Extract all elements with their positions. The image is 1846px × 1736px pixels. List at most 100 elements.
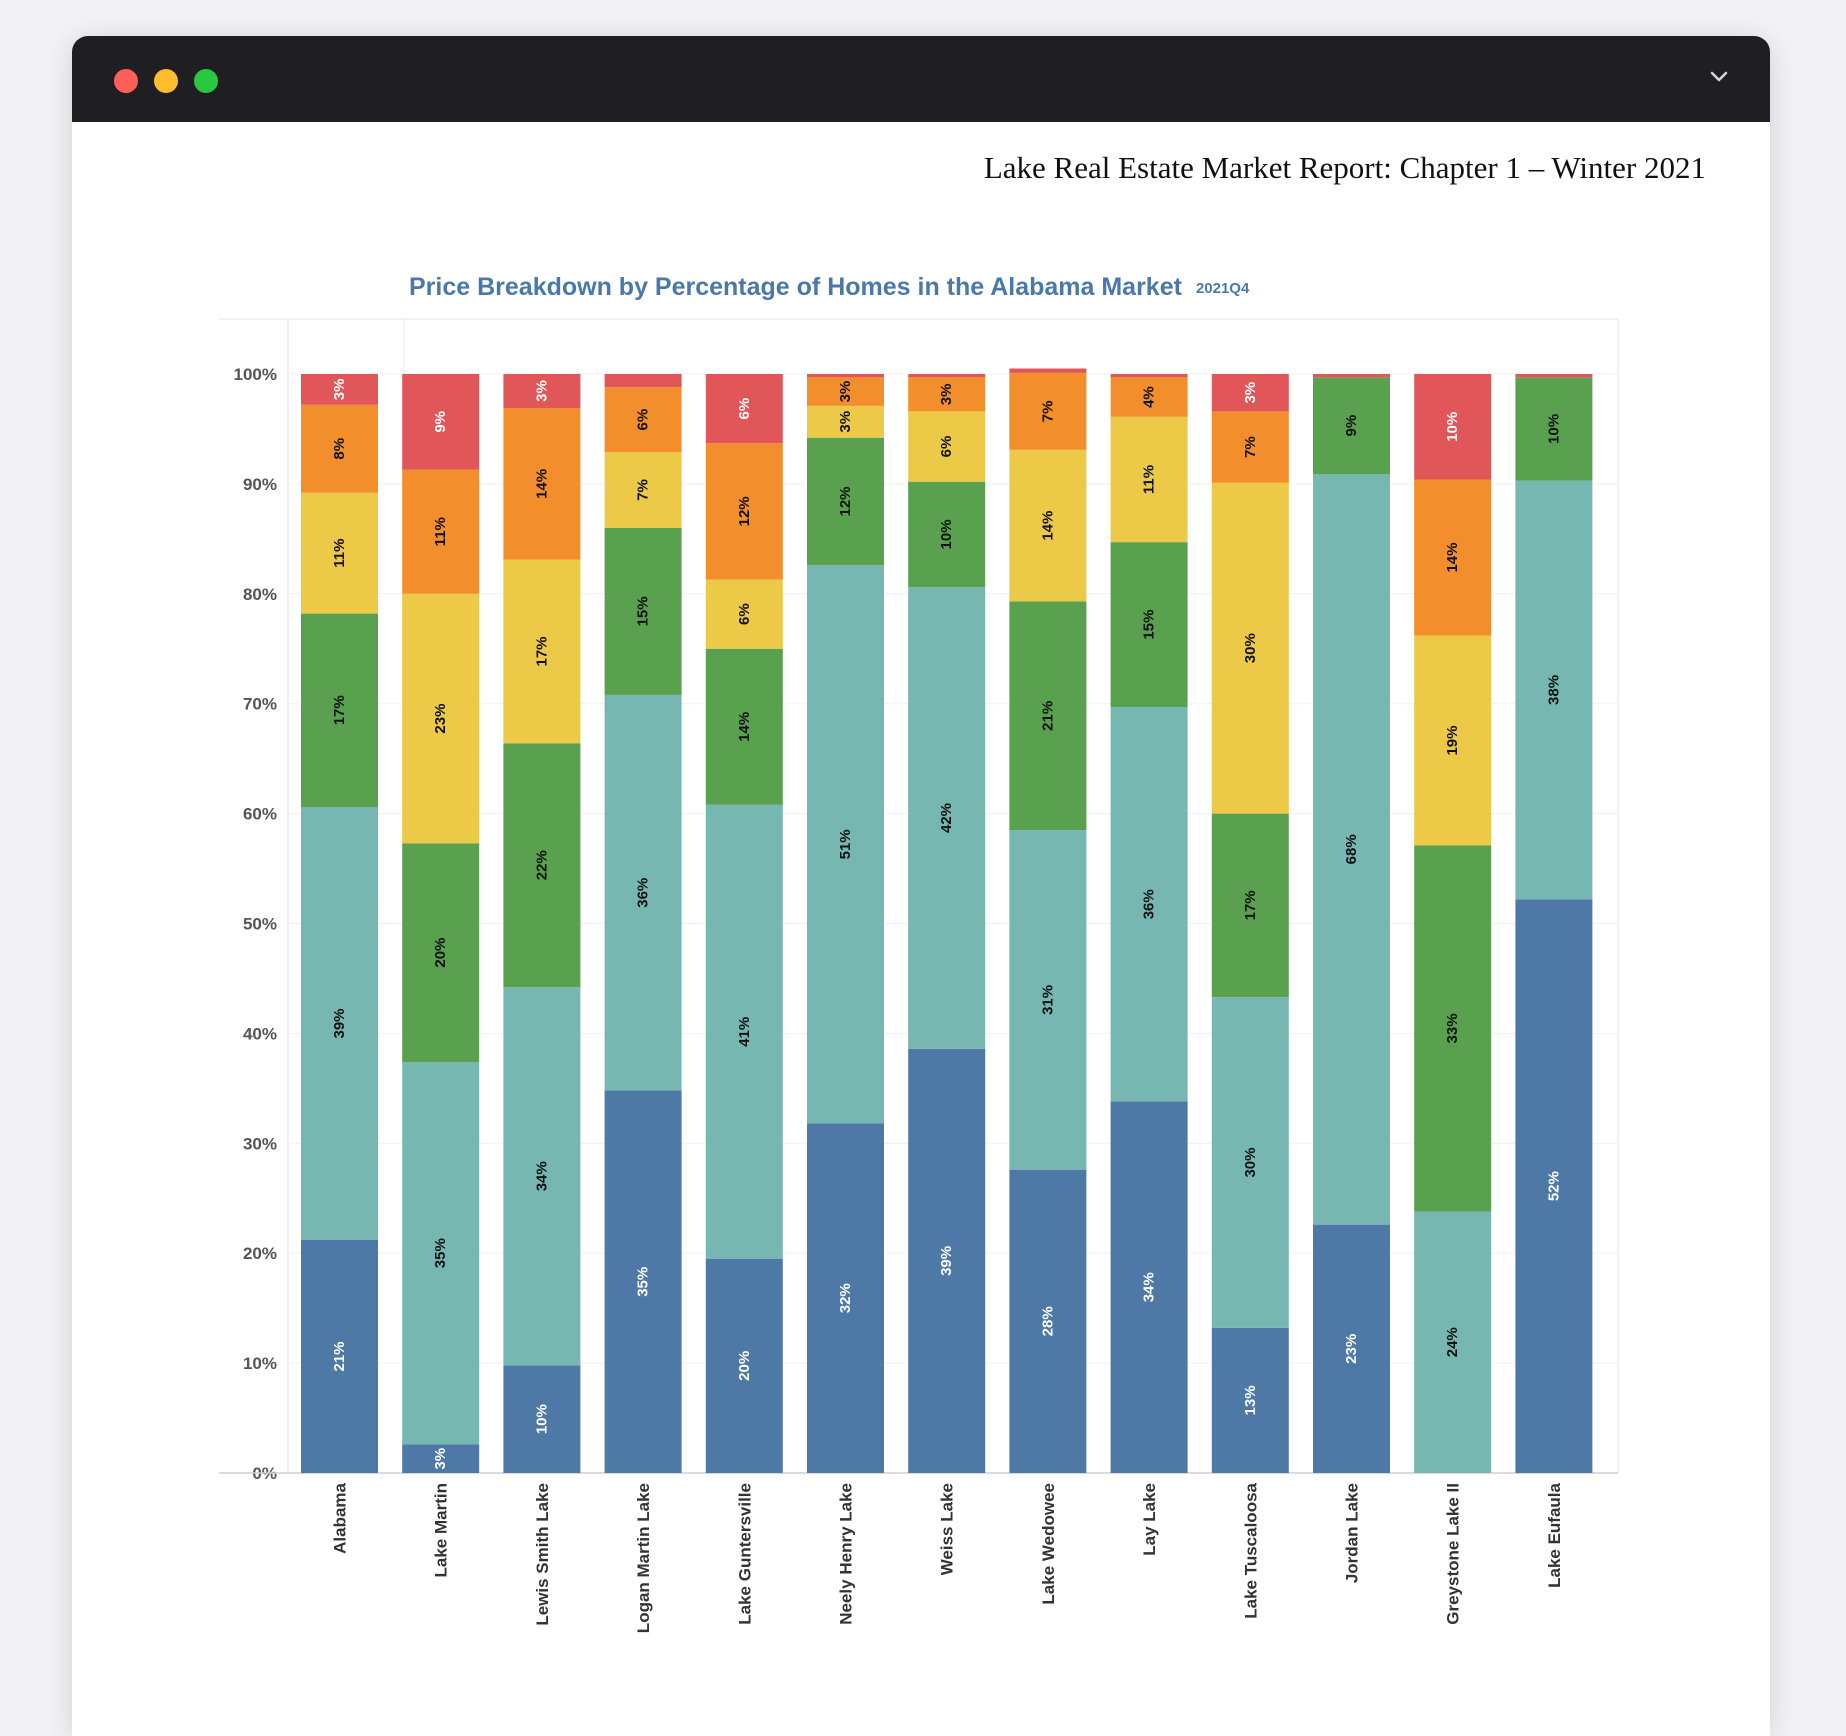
data-label: 3%	[533, 380, 550, 402]
data-label: 7%	[1242, 436, 1259, 458]
data-label: 33%	[1444, 1013, 1461, 1043]
data-label: 31%	[1039, 985, 1056, 1015]
data-label: 3%	[837, 411, 854, 433]
data-label: 34%	[533, 1161, 550, 1191]
bar-segment	[301, 492, 378, 614]
bar-segment	[1009, 601, 1087, 831]
bar-segment	[1414, 479, 1492, 636]
bar-segment	[1009, 830, 1087, 1170]
bar-segment	[604, 452, 682, 528]
data-label: 21%	[1039, 701, 1056, 731]
data-label: 10%	[533, 1404, 550, 1434]
bar-segment	[301, 404, 378, 493]
bar-segment	[1009, 1169, 1087, 1473]
bar-segment	[1110, 542, 1188, 707]
bar-segment	[1211, 482, 1289, 814]
data-label: 20%	[432, 938, 449, 968]
bar-segment	[807, 1123, 884, 1473]
data-label: 9%	[1343, 415, 1360, 437]
bar-segment	[908, 374, 986, 378]
bar-segment	[807, 405, 884, 438]
bar-segment	[1211, 411, 1289, 483]
bar-segment	[1211, 374, 1289, 412]
data-label: 39%	[938, 1246, 955, 1276]
stacked-bar-chart: 0%10%20%30%40%50%60%70%80%90%100%21%39%1…	[219, 318, 1619, 1633]
data-label: 3%	[331, 379, 348, 401]
data-label: 3%	[837, 381, 854, 403]
data-label: 8%	[331, 438, 348, 460]
data-label: 32%	[837, 1283, 854, 1313]
bar-segment	[1110, 374, 1188, 378]
x-category-label: Greystone Lake II	[1444, 1483, 1463, 1625]
bar-segment	[301, 1240, 378, 1473]
bar-segment	[1515, 480, 1593, 900]
x-category-label: Lake Guntersville	[735, 1483, 754, 1625]
x-category-label: Lake Eufaula	[1545, 1482, 1564, 1587]
bar-segment	[503, 987, 581, 1366]
chevron-down-icon[interactable]	[1708, 66, 1730, 88]
bar-segment	[503, 1365, 581, 1473]
data-label: 51%	[837, 829, 854, 859]
bar-segment	[705, 1258, 783, 1473]
data-label: 10%	[1545, 414, 1562, 444]
y-tick-label: 80%	[243, 585, 277, 604]
data-label: 17%	[331, 695, 348, 725]
bar-segment	[1211, 1327, 1289, 1473]
close-window-button[interactable]	[114, 69, 138, 93]
bar-segment	[1313, 377, 1390, 475]
bar-segment	[503, 408, 581, 560]
data-label: 13%	[1242, 1385, 1259, 1415]
bar-segment	[705, 804, 783, 1259]
x-category-label: Lake Wedowee	[1039, 1483, 1058, 1605]
data-label: 3%	[1242, 382, 1259, 404]
data-label: 11%	[1141, 465, 1158, 494]
bar-segment	[1313, 374, 1390, 378]
bar-segment	[1313, 474, 1390, 1225]
bar-segment	[402, 469, 480, 594]
y-tick-label: 100%	[234, 365, 277, 384]
data-label: 11%	[331, 539, 348, 568]
data-label: 12%	[736, 496, 753, 526]
bar-segment	[1009, 449, 1087, 602]
data-label: 19%	[1444, 726, 1461, 756]
bar-segment	[402, 1444, 480, 1473]
bar-segment	[908, 377, 986, 412]
data-label: 7%	[1039, 401, 1056, 423]
data-label: 10%	[938, 519, 955, 549]
data-label: 14%	[1444, 543, 1461, 573]
chart-subtitle: 2021Q4	[1195, 280, 1250, 297]
bar-segment	[1110, 377, 1188, 417]
data-label: 10%	[1444, 412, 1461, 442]
bar-segment	[1414, 374, 1492, 480]
data-label: 30%	[1242, 633, 1259, 663]
bar-segment	[807, 437, 884, 566]
bar-segment	[807, 374, 884, 378]
maximize-window-button[interactable]	[194, 69, 218, 93]
report-title: Lake Real Estate Market Report: Chapter …	[983, 150, 1706, 185]
bar-segment	[604, 374, 682, 388]
x-category-label: Neely Henry Lake	[837, 1483, 856, 1625]
y-tick-label: 20%	[243, 1244, 277, 1263]
data-label: 36%	[1141, 889, 1158, 919]
bar-segment	[908, 587, 986, 1049]
data-label: 68%	[1343, 834, 1360, 864]
data-label: 14%	[533, 469, 550, 499]
bar-segment	[503, 743, 581, 988]
bar-segment	[705, 648, 783, 805]
data-label: 35%	[635, 1267, 652, 1297]
bar-segment	[705, 374, 783, 444]
y-tick-label: 90%	[243, 475, 277, 494]
x-category-label: Jordan Lake	[1343, 1483, 1362, 1583]
data-label: 23%	[432, 704, 449, 734]
data-label: 17%	[533, 636, 550, 666]
bar-segment	[908, 481, 986, 588]
data-label: 4%	[1141, 386, 1158, 408]
bar-segment	[1515, 899, 1593, 1473]
y-tick-label: 30%	[243, 1134, 277, 1153]
bar-segment	[807, 565, 884, 1124]
bar-segment	[604, 1090, 682, 1473]
y-tick-label: 70%	[243, 695, 277, 714]
data-label: 28%	[1039, 1306, 1056, 1336]
minimize-window-button[interactable]	[154, 69, 178, 93]
data-label: 35%	[432, 1238, 449, 1268]
